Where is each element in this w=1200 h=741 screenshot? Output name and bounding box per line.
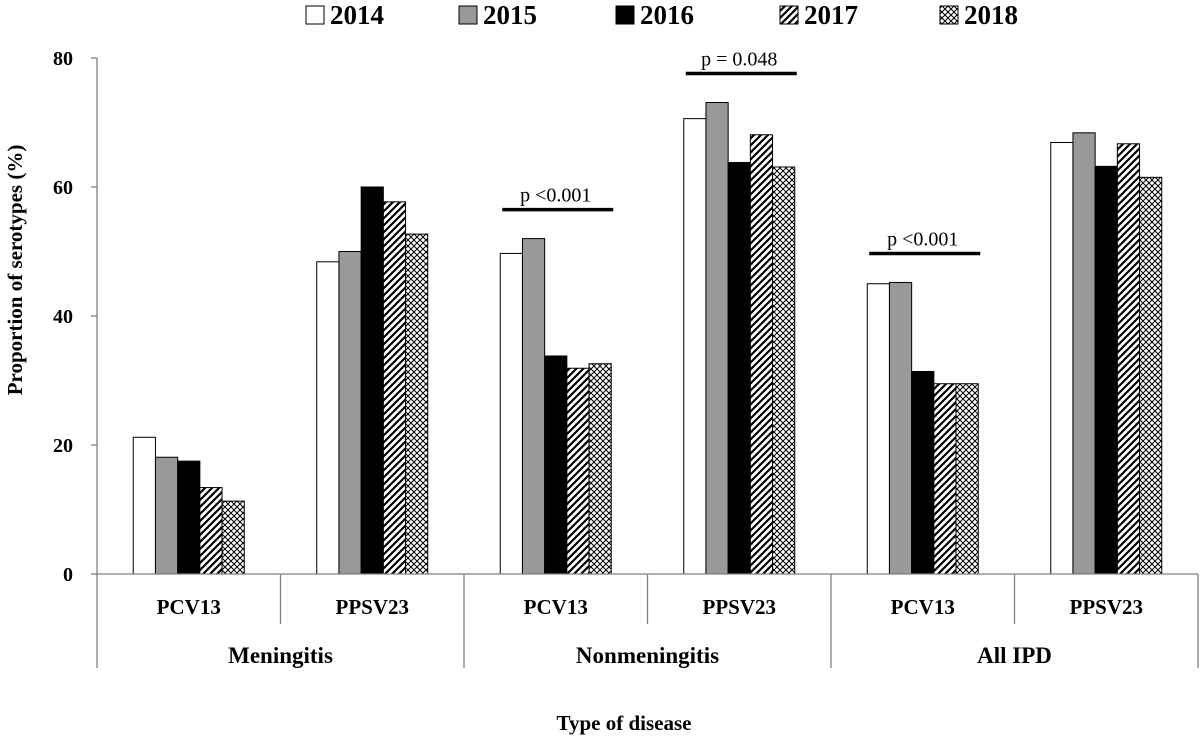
- bar: [316, 261, 340, 575]
- bar: [544, 355, 568, 575]
- bar: [705, 102, 729, 575]
- y-tick-label: 80: [53, 48, 73, 70]
- y-tick-label: 0: [63, 564, 73, 586]
- bar: [338, 251, 362, 575]
- bar: [933, 383, 957, 575]
- bar: [521, 238, 546, 575]
- bar: [1139, 176, 1163, 575]
- bar: [683, 118, 707, 575]
- y-tick-label: 40: [53, 306, 73, 328]
- bar: [221, 500, 245, 575]
- p-value-label: p <0.001: [887, 228, 958, 250]
- bar: [199, 487, 223, 575]
- bar: [1116, 143, 1141, 575]
- x-tick-label: PCV13: [157, 595, 221, 619]
- legend-label: 2018: [964, 0, 1018, 30]
- bar: [382, 201, 407, 575]
- bar: [177, 460, 201, 575]
- legend-swatch: [305, 5, 325, 25]
- bar: [749, 134, 774, 575]
- legend-swatch: [615, 5, 635, 25]
- y-tick-label: 60: [53, 177, 73, 199]
- legend-label: 2015: [483, 0, 537, 30]
- x-tick-label: PPSV23: [1070, 595, 1144, 619]
- x-axis-label: Type of disease: [557, 711, 692, 735]
- x-tick-label: PCV13: [524, 595, 588, 619]
- group-label: All IPD: [977, 643, 1052, 668]
- bar: [955, 383, 979, 575]
- bar: [566, 367, 590, 575]
- legend: 2014 2015 2016 2017 2018: [305, 0, 1018, 30]
- x-axis: PCV13 PPSV23 PCV13 PPSV23 PCV13 PPSV23Meningi…: [96, 573, 1199, 668]
- bar: [132, 436, 156, 575]
- bar: [1050, 141, 1074, 575]
- x-tick-label: PCV13: [891, 595, 955, 619]
- legend-swatch: [939, 5, 959, 25]
- p-value-label: p <0.001: [520, 185, 591, 207]
- bar: [360, 186, 384, 575]
- legend-label: 2016: [640, 0, 694, 30]
- legend-swatch: [779, 5, 799, 25]
- x-tick-label: PPSV23: [703, 595, 777, 619]
- bars: [132, 102, 1163, 575]
- bar: [911, 370, 935, 575]
- bar: [727, 161, 751, 575]
- bar: [772, 166, 796, 575]
- bar: [1094, 165, 1118, 575]
- p-value-label: p = 0.048: [701, 49, 777, 71]
- bar: [588, 363, 612, 575]
- group-label: Nonmeningitis: [576, 643, 719, 668]
- y-axis-label: Proportion of serotypes (%): [3, 145, 27, 396]
- bar: [405, 233, 429, 575]
- bar: [888, 281, 913, 575]
- bar: [499, 252, 523, 575]
- bar: [154, 456, 179, 575]
- group-label: Meningitis: [228, 643, 333, 668]
- y-axis: 0 20 40 60 80: [53, 48, 98, 586]
- x-tick-label: PPSV23: [336, 595, 410, 619]
- bar: [1072, 132, 1096, 575]
- legend-label: 2014: [330, 0, 384, 30]
- legend-swatch: [458, 5, 478, 25]
- bar: [866, 283, 890, 575]
- significance-annotations: p <0.001 p = 0.048 p <0.001: [502, 49, 981, 256]
- legend-label: 2017: [804, 0, 858, 30]
- y-tick-label: 20: [53, 435, 73, 457]
